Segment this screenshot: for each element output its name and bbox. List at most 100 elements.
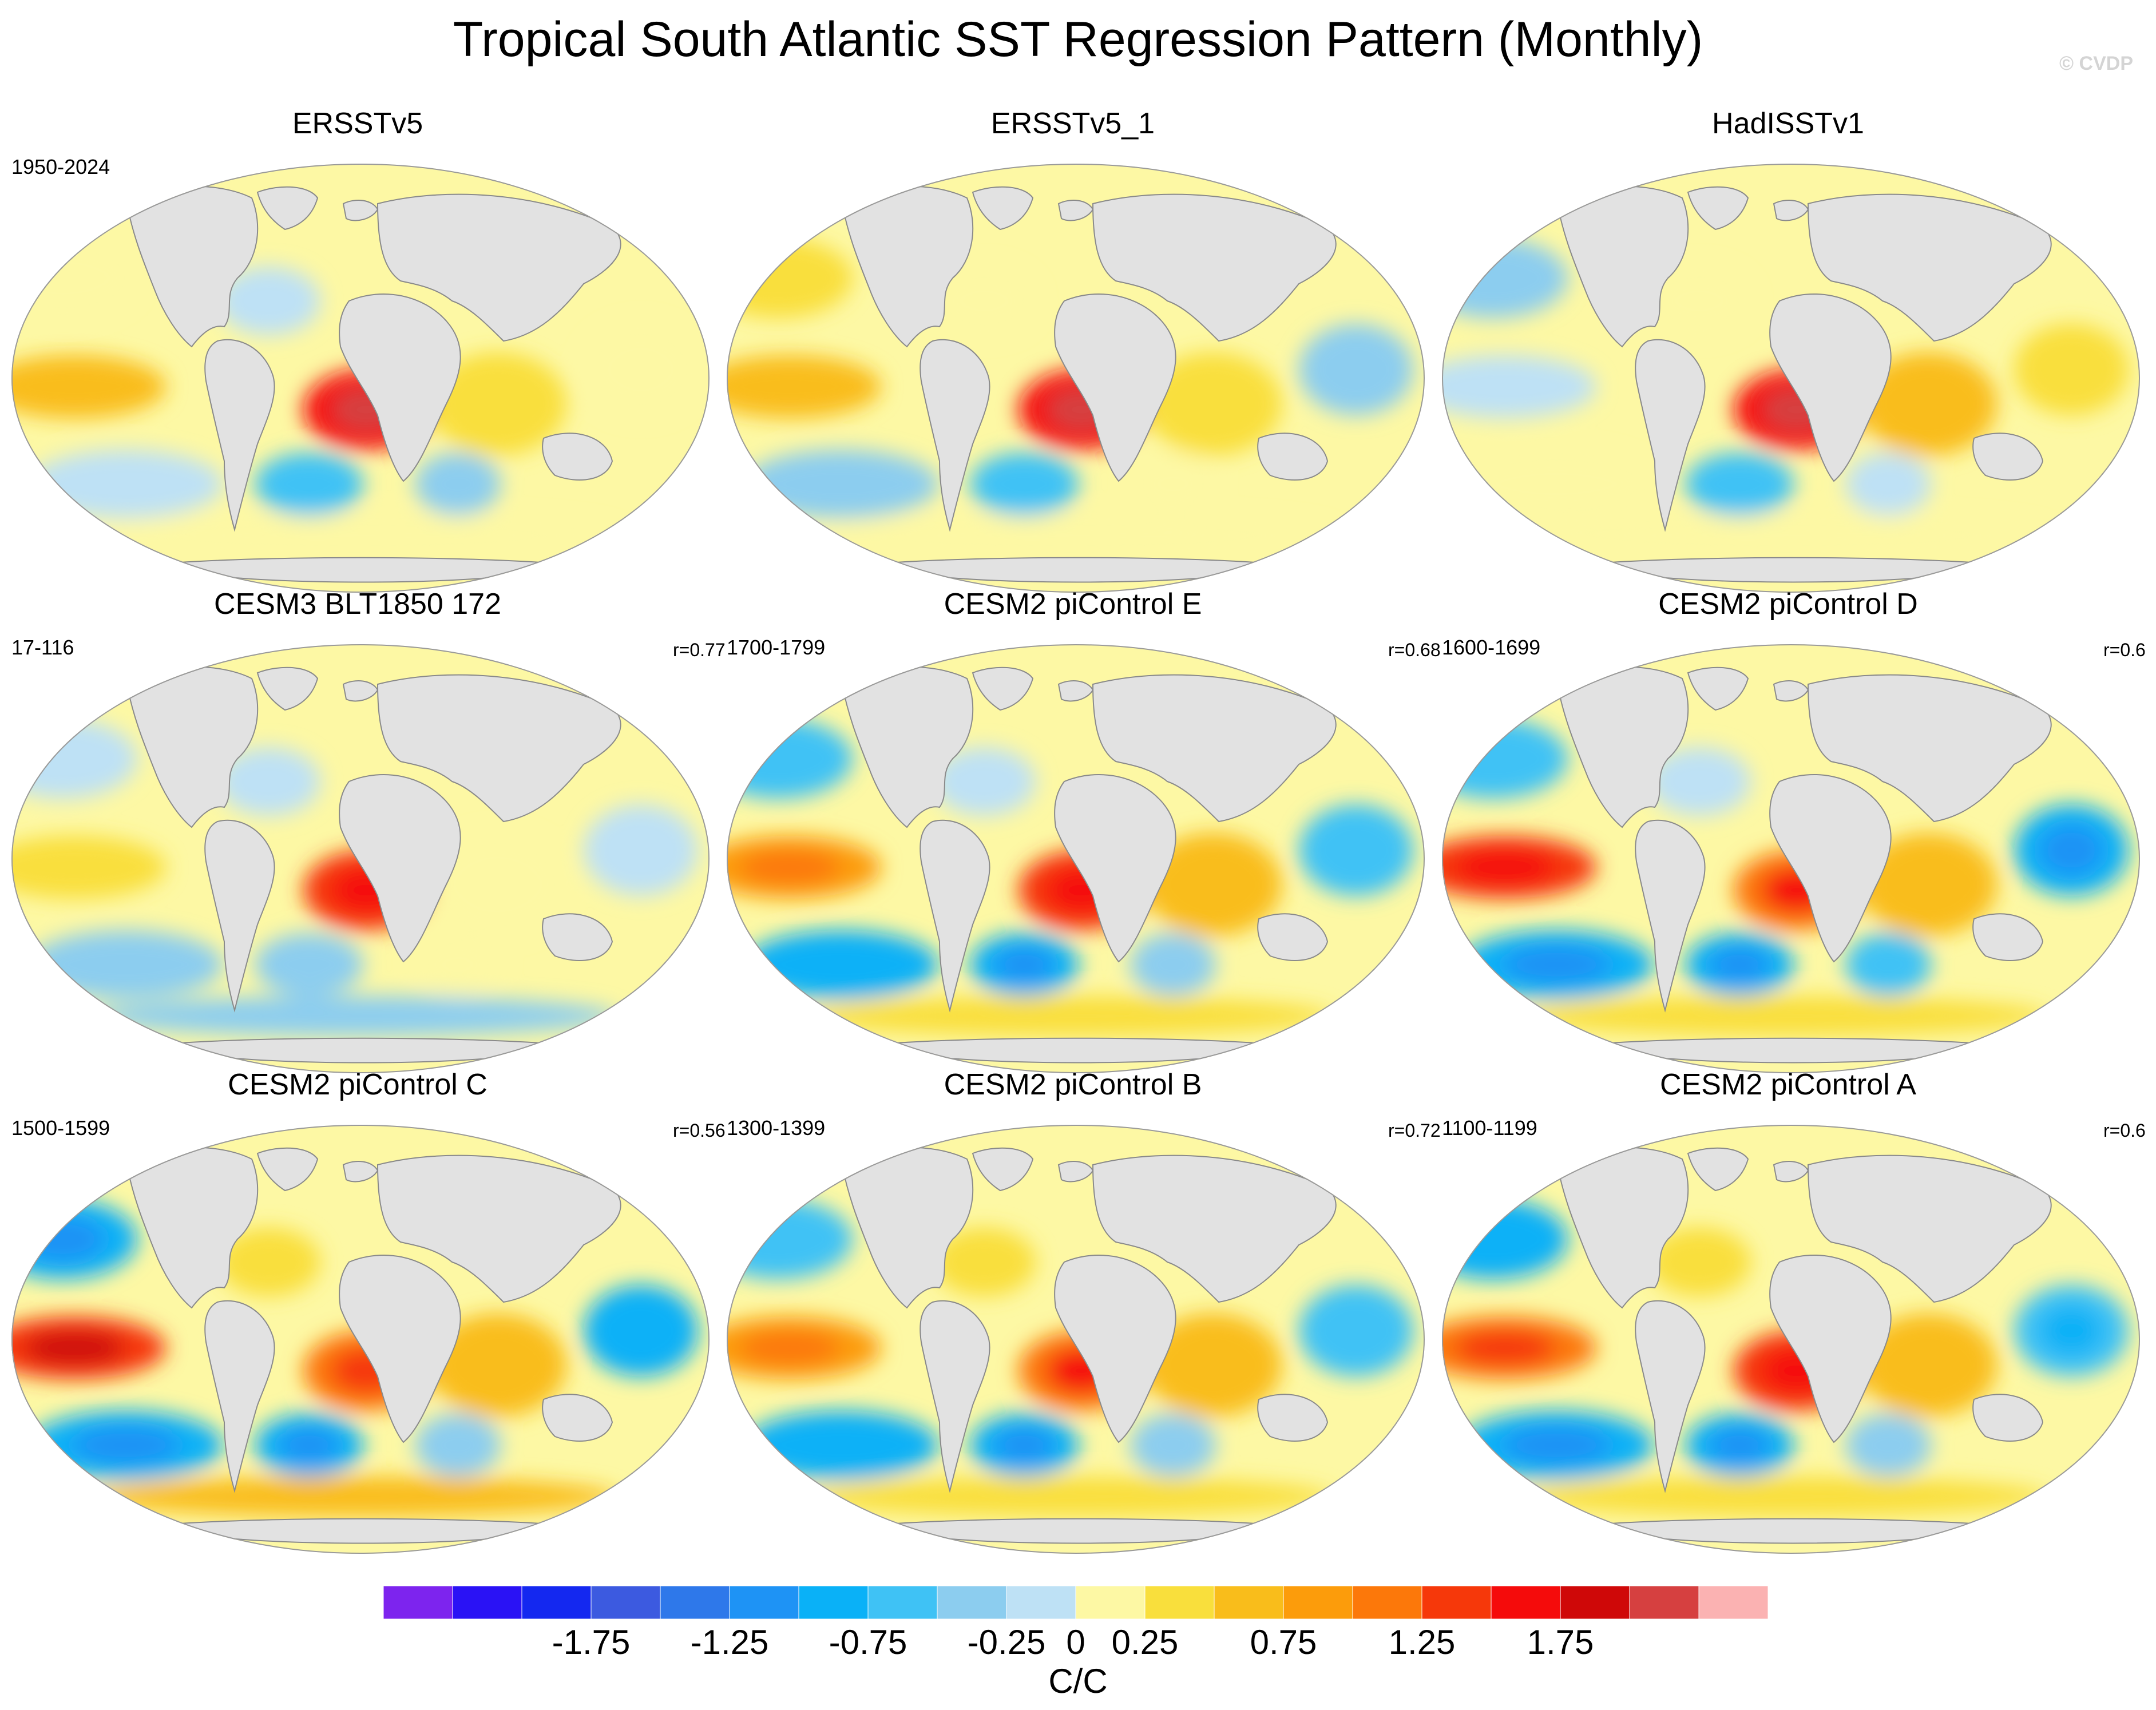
panel-map bbox=[11, 1125, 710, 1554]
land-mass bbox=[339, 1254, 461, 1443]
colorbar-swatch bbox=[1352, 1585, 1422, 1620]
panel-period: 1950-2024 bbox=[11, 155, 110, 178]
sst-anomaly-region bbox=[29, 450, 223, 518]
colorbar-swatch bbox=[383, 1585, 453, 1620]
sst-anomaly-core bbox=[279, 1427, 339, 1463]
map-border bbox=[1442, 644, 2140, 1073]
sst-anomaly-region bbox=[415, 453, 501, 515]
sst-anomaly-region bbox=[429, 1314, 566, 1417]
colorbar-swatch bbox=[1698, 1585, 1769, 1620]
colorbar-tick-label: -1.25 bbox=[690, 1623, 769, 1661]
sst-anomaly-region bbox=[1860, 833, 1997, 936]
panel-map bbox=[727, 1125, 1425, 1554]
sst-anomaly-region bbox=[1299, 324, 1413, 415]
map-panel: CESM2 piControl D 1600-1699 r=0.6 bbox=[1430, 587, 2146, 1073]
sst-anomaly-region bbox=[1860, 1314, 1997, 1417]
land-mass bbox=[920, 339, 990, 532]
panel-map bbox=[1442, 1125, 2140, 1554]
panel-period: 1500-1599 bbox=[11, 1116, 110, 1140]
sst-anomaly-region bbox=[1130, 1414, 1216, 1477]
land-mass bbox=[125, 666, 259, 828]
map-border bbox=[1442, 164, 2140, 593]
sst-anomaly-region bbox=[1130, 933, 1216, 996]
sst-anomaly-region bbox=[429, 833, 566, 936]
sst-anomaly-core bbox=[787, 946, 895, 983]
panel-correlation: r=0.6 bbox=[2103, 640, 2146, 660]
land-mass bbox=[204, 1300, 275, 1493]
sst-anomaly-core bbox=[22, 1217, 104, 1261]
sst-anomaly-region bbox=[11, 836, 166, 899]
sst-anomaly-region bbox=[255, 453, 363, 515]
figure-title: Tropical South Atlantic SST Regression P… bbox=[453, 12, 1703, 67]
colorbar-swatch bbox=[1006, 1585, 1076, 1620]
colorbar-swatch bbox=[1491, 1585, 1561, 1620]
land-mass bbox=[542, 913, 613, 961]
land-mass bbox=[152, 1518, 569, 1544]
sst-anomaly-region bbox=[970, 453, 1079, 515]
sst-anomaly-core bbox=[72, 1426, 180, 1464]
land-mass bbox=[256, 666, 319, 711]
sst-anomaly-region bbox=[1442, 719, 1568, 799]
sst-anomaly-region bbox=[217, 267, 320, 335]
sst-anomaly-core bbox=[1452, 1217, 1535, 1261]
panel-correlation: r=0.77 bbox=[673, 640, 726, 660]
land-mass bbox=[256, 1147, 319, 1192]
sst-anomaly-core bbox=[1709, 947, 1770, 982]
colorbar-units: C/C bbox=[1048, 1662, 1108, 1700]
sst-anomaly-core bbox=[2040, 825, 2103, 875]
land-mass bbox=[840, 1146, 974, 1309]
colorbar-swatch bbox=[1421, 1585, 1492, 1620]
panel-title: CESM2 piControl B bbox=[944, 1068, 1202, 1101]
panel-title: CESM2 piControl D bbox=[1658, 588, 1918, 621]
sst-anomaly-region bbox=[727, 355, 881, 418]
sst-anomaly-region bbox=[1442, 355, 1596, 418]
land-mass bbox=[125, 1146, 259, 1309]
sst-anomaly-region bbox=[1522, 515, 2048, 556]
sst-anomaly-region bbox=[584, 324, 698, 415]
land-mass bbox=[256, 186, 319, 231]
sst-anomaly-region bbox=[1299, 1285, 1413, 1376]
sst-anomaly-region bbox=[1845, 1414, 1931, 1477]
panel-map bbox=[11, 644, 710, 1073]
land-mass bbox=[1583, 1518, 1999, 1544]
map-panel: ERSSTv5 1950-2024 bbox=[0, 106, 715, 593]
colorbar-tick-label: 0.25 bbox=[1111, 1623, 1179, 1661]
sst-anomaly-core bbox=[739, 850, 840, 885]
colorbar-swatch bbox=[798, 1585, 869, 1620]
sst-anomaly-core bbox=[994, 1427, 1055, 1463]
land-mass bbox=[376, 1154, 621, 1303]
land-mass bbox=[1257, 433, 1329, 481]
sst-anomaly-region bbox=[727, 719, 853, 799]
land-mass bbox=[1054, 293, 1176, 482]
sst-anomaly-region bbox=[933, 747, 1036, 816]
sst-anomaly-region bbox=[29, 930, 223, 999]
land-mass bbox=[920, 819, 990, 1013]
colorbar-swatch bbox=[1560, 1585, 1630, 1620]
sst-anomaly-core bbox=[1454, 1330, 1555, 1366]
colorbar-tick-label: -1.75 bbox=[552, 1623, 631, 1661]
sst-anomaly-region bbox=[92, 515, 618, 556]
sst-anomaly-region bbox=[807, 515, 1333, 556]
land-mass bbox=[1583, 557, 1999, 583]
colorbar-labels: -1.75 -1.25 -0.75 -0.25 0 0.25 0.75 1.25 1.75 bbox=[0, 1622, 2156, 1663]
panel-title: CESM2 piControl A bbox=[1660, 1068, 1916, 1101]
map-panel: CESM2 piControl B 1300-1399 r=0.72 bbox=[715, 1068, 1441, 1554]
colorbar-swatch bbox=[452, 1585, 522, 1620]
colorbar-swatch bbox=[1075, 1585, 1146, 1620]
land-mass bbox=[1687, 666, 1749, 711]
land-mass bbox=[1092, 193, 1337, 342]
sst-anomaly-core bbox=[1454, 850, 1555, 885]
sst-anomaly-region bbox=[1522, 1477, 2048, 1517]
land-mass bbox=[840, 185, 974, 348]
sst-anomaly-core bbox=[1709, 1427, 1770, 1463]
sst-anomaly-region bbox=[933, 267, 1036, 335]
sst-anomaly-region bbox=[1648, 267, 1751, 335]
colorbar-swatch bbox=[867, 1585, 938, 1620]
land-mass bbox=[1583, 1037, 1999, 1064]
sst-anomaly-core bbox=[1503, 946, 1610, 983]
land-mass bbox=[152, 557, 569, 583]
colorbar-tick-label: 1.75 bbox=[1527, 1623, 1594, 1661]
colorbar-tick-label: 0.75 bbox=[1250, 1623, 1317, 1661]
sst-anomaly-region bbox=[1299, 804, 1413, 896]
